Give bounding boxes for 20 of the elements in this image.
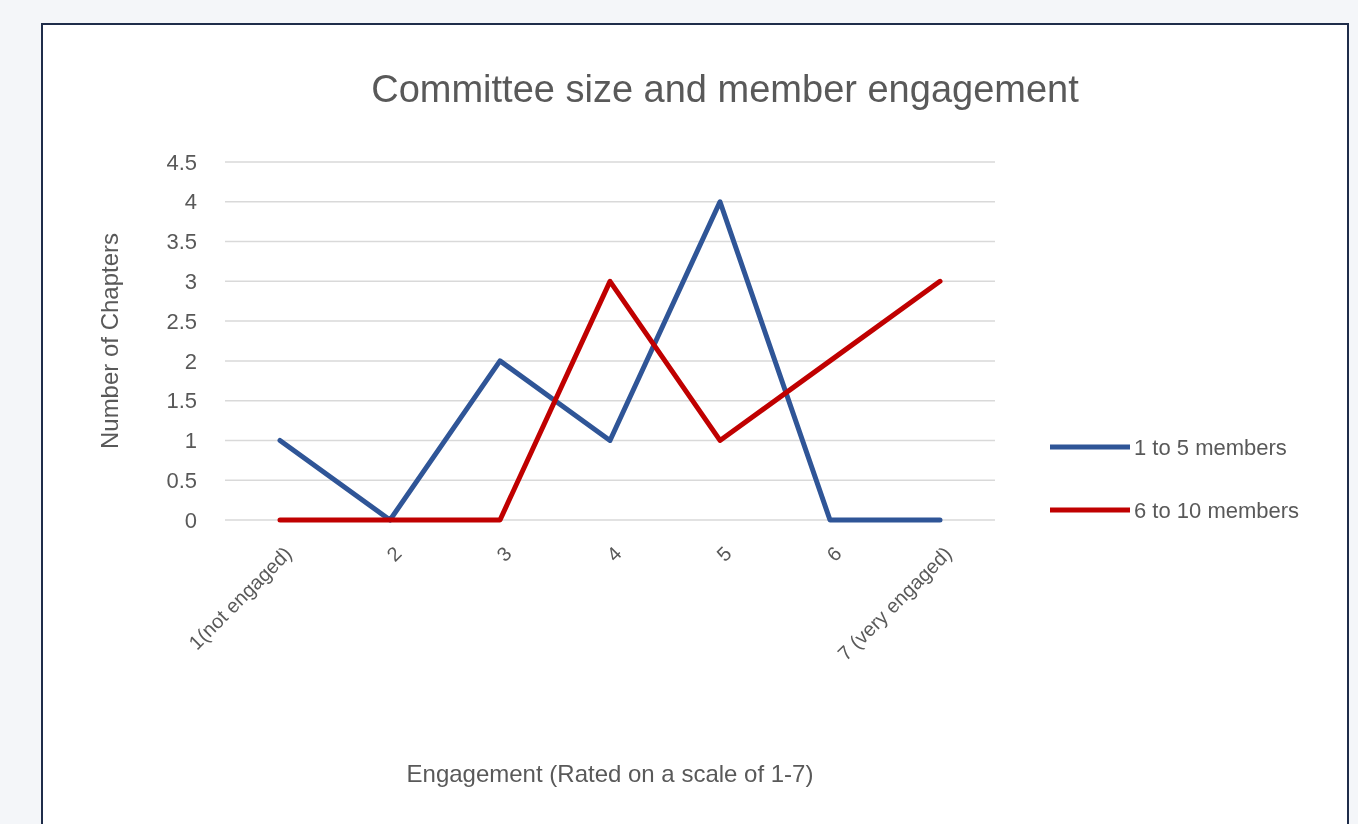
- x-tick-label: 3: [492, 542, 516, 566]
- chart-title: Committee size and member engagement: [371, 68, 1080, 110]
- y-axis-title: Number of Chapters: [96, 232, 123, 450]
- x-tick-label: 6: [822, 542, 846, 566]
- y-tick-label: 4: [184, 189, 197, 215]
- y-tick-label: 4.5: [166, 149, 197, 175]
- y-tick-label: 3.5: [166, 229, 197, 255]
- y-tick-label: 1: [184, 428, 197, 454]
- x-tick-label: 5: [712, 542, 736, 566]
- legend-label: 6 to 10 members: [1134, 497, 1300, 523]
- y-tick-label: 2.5: [166, 308, 197, 334]
- y-tick-label: 2: [184, 348, 197, 374]
- y-tick-label: 3: [184, 269, 197, 295]
- x-tick-label: 2: [382, 542, 406, 566]
- x-axis-title: Engagement (Rated on a scale of 1-7): [406, 760, 814, 787]
- y-tick-label: 1.5: [166, 388, 197, 414]
- legend-label: 1 to 5 members: [1134, 434, 1287, 460]
- y-tick-label: 0.5: [166, 467, 197, 493]
- y-tick-label: 0: [184, 507, 197, 533]
- x-tick-label: 4: [602, 542, 626, 566]
